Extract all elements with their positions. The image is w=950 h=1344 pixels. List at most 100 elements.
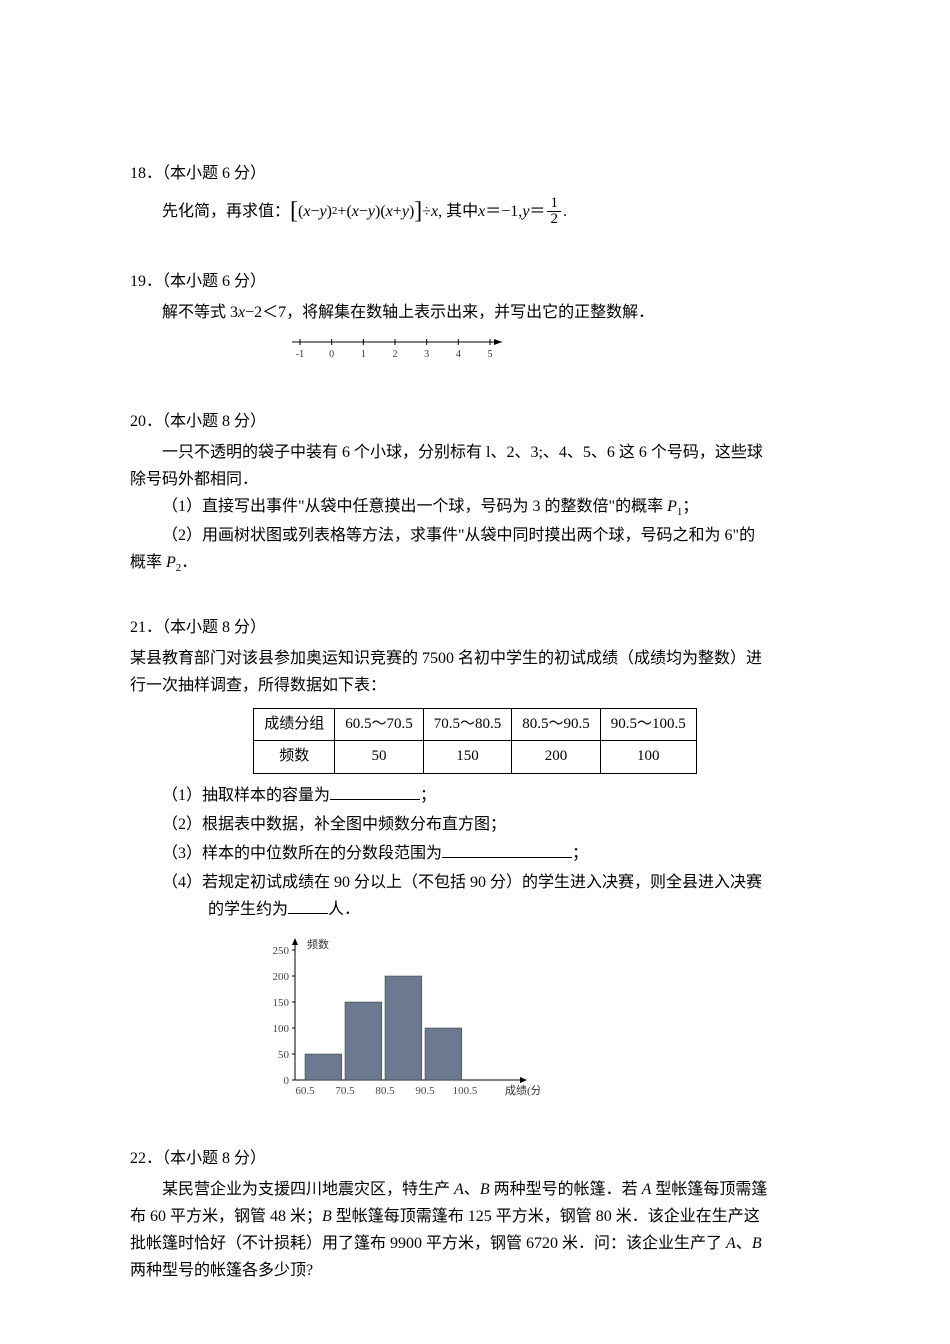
svg-text:70.5: 70.5 bbox=[335, 1085, 355, 1097]
q22-l1c: 、 bbox=[464, 1181, 480, 1198]
q22-l2: 布 60 平方米，钢管 48 米；B 型帐篷每顶需篷布 125 平方米，钢管 8… bbox=[130, 1203, 820, 1230]
q22-l1e: 两种型号的帐篷．若 bbox=[490, 1181, 642, 1198]
th-2: 70.5～80.5 bbox=[423, 708, 512, 741]
x4: x bbox=[431, 198, 438, 225]
q20-sub2b-suffix: ． bbox=[181, 554, 197, 571]
question-21: 21．（本小题 8 分） 某县教育部门对该县参加奥运知识竞赛的 7500 名初中… bbox=[130, 614, 820, 1109]
q21-sub4b-text: 的学生约为 bbox=[208, 901, 288, 918]
histogram-svg: 05010015020025060.570.580.590.5100.5频数成绩… bbox=[250, 930, 540, 1100]
x1: x bbox=[303, 198, 310, 225]
q19-body: 解不等式 3x−2＜7，将解集在数轴上表示出来，并写出它的正整数解． bbox=[130, 299, 820, 326]
th-1: 60.5～70.5 bbox=[335, 708, 424, 741]
q19-header: 19．（本小题 6 分） bbox=[130, 268, 820, 295]
q20-line1: 一只不透明的袋子中装有 6 个小球，分别标有 l、2、3;、4、5、6 这 6 … bbox=[130, 439, 820, 466]
q22-l1g: 型帐篷每顶需篷 bbox=[651, 1181, 767, 1198]
q18-prefix: 先化简，再求值： bbox=[162, 198, 290, 225]
q20-sub2: （2）用画树状图或列表格等方法，求事件"从袋中同时摸出两个球，号码之和为 6"的 bbox=[130, 522, 820, 549]
svg-text:100.5: 100.5 bbox=[453, 1085, 478, 1097]
td-label: 频数 bbox=[254, 741, 335, 774]
plus: + bbox=[337, 198, 346, 225]
x5: x bbox=[478, 198, 485, 225]
table-data-row: 频数 50 150 200 100 bbox=[254, 741, 697, 774]
svg-text:3: 3 bbox=[424, 349, 429, 360]
q20-sub2b: 概率 P2． bbox=[130, 549, 820, 578]
q19-suffix: −2＜7，将解集在数轴上表示出来，并写出它的正整数解． bbox=[245, 304, 654, 321]
y2: y bbox=[368, 198, 375, 225]
q22-l3b: A bbox=[726, 1235, 736, 1252]
q21-header: 21．（本小题 8 分） bbox=[130, 614, 820, 641]
q22-l2a: 布 60 平方米，钢管 48 米； bbox=[130, 1208, 322, 1225]
number-line: -1012345 bbox=[290, 332, 820, 371]
eq2: ＝ bbox=[529, 198, 545, 225]
svg-text:250: 250 bbox=[273, 945, 290, 957]
table-header-row: 成绩分组 60.5～70.5 70.5～80.5 80.5～90.5 90.5～… bbox=[254, 708, 697, 741]
question-18: 18．（本小题 6 分） 先化简，再求值： [ ( x − y ) 2 + ( … bbox=[130, 160, 820, 232]
q21-sub4: （4）若规定初试成绩在 90 分以上（不包括 90 分）的学生进入决赛，则全县进… bbox=[130, 869, 820, 896]
p4: )( bbox=[375, 198, 386, 225]
svg-text:1: 1 bbox=[361, 349, 366, 360]
q20-sub2b-prefix: 概率 bbox=[130, 554, 166, 571]
question-19: 19．（本小题 6 分） 解不等式 3x−2＜7，将解集在数轴上表示出来，并写出… bbox=[130, 268, 820, 372]
q21-line2: 行一次抽样调查，所得数据如下表： bbox=[130, 672, 820, 699]
period: . bbox=[563, 198, 567, 225]
blank-2 bbox=[442, 842, 572, 858]
th-3: 80.5～90.5 bbox=[512, 708, 601, 741]
q22-l3d: B bbox=[752, 1235, 762, 1252]
q22-l4: 两种型号的帐篷各多少顶? bbox=[130, 1257, 820, 1284]
plus2: + bbox=[393, 198, 402, 225]
svg-text:80.5: 80.5 bbox=[375, 1085, 395, 1097]
td-0: 50 bbox=[335, 741, 424, 774]
blank-3 bbox=[288, 898, 328, 914]
question-20: 20．（本小题 8 分） 一只不透明的袋子中装有 6 个小球，分别标有 l、2、… bbox=[130, 408, 820, 579]
svg-text:2: 2 bbox=[393, 349, 398, 360]
q21-sub4b: 的学生约为 人． bbox=[130, 896, 820, 923]
x3: x bbox=[386, 198, 393, 225]
svg-text:60.5: 60.5 bbox=[295, 1085, 315, 1097]
svg-text:0: 0 bbox=[284, 1075, 290, 1087]
lbracket: [ bbox=[290, 191, 298, 232]
q20-line2: 除号码外都相同． bbox=[130, 466, 820, 493]
q20-header: 20．（本小题 8 分） bbox=[130, 408, 820, 435]
q21-sub3: （3）样本的中位数所在的分数段范围为； bbox=[130, 840, 820, 867]
svg-text:成绩(分): 成绩(分) bbox=[505, 1084, 540, 1097]
td-3: 100 bbox=[600, 741, 696, 774]
frac-num: 1 bbox=[547, 196, 561, 212]
q21-sub2: （2）根据表中数据，补全图中频数分布直方图； bbox=[130, 811, 820, 838]
th-4: 90.5～100.5 bbox=[600, 708, 696, 741]
y1: y bbox=[319, 198, 326, 225]
q18-header: 18．（本小题 6 分） bbox=[130, 160, 820, 187]
svg-text:5: 5 bbox=[488, 349, 493, 360]
th-0: 成绩分组 bbox=[254, 708, 335, 741]
blank-1 bbox=[330, 784, 420, 800]
q21-sub4b-suffix: 人． bbox=[328, 901, 360, 918]
question-22: 22．（本小题 8 分） 某民营企业为支援四川地震灾区，特生产 A、B 两种型号… bbox=[130, 1145, 820, 1285]
y3: y bbox=[402, 198, 409, 225]
q21-sub1-suffix: ； bbox=[420, 787, 436, 804]
q22-l1: 某民营企业为支援四川地震灾区，特生产 A、B 两种型号的帐篷．若 A 型帐篷每顶… bbox=[130, 1176, 820, 1203]
q22-l1d: B bbox=[480, 1181, 490, 1198]
svg-text:200: 200 bbox=[273, 971, 290, 983]
q20-sub1: （1）直接写出事件"从袋中任意摸出一个球，号码为 3 的整数倍"的概率 P1； bbox=[130, 493, 820, 522]
svg-text:150: 150 bbox=[273, 997, 290, 1009]
q21-sub3-suffix: ； bbox=[572, 845, 588, 862]
histogram: 05010015020025060.570.580.590.5100.5频数成绩… bbox=[250, 930, 820, 1109]
td-1: 150 bbox=[423, 741, 512, 774]
q20-sub1-suffix: ； bbox=[682, 498, 698, 515]
svg-text:4: 4 bbox=[456, 349, 461, 360]
td-2: 200 bbox=[512, 741, 601, 774]
q22-l3: 批帐篷时恰好（不计损耗）用了篷布 9900 平方米，钢管 6720 米．问：该企… bbox=[130, 1230, 820, 1257]
q22-header: 22．（本小题 8 分） bbox=[130, 1145, 820, 1172]
eq1: ＝−1, bbox=[485, 198, 522, 225]
svg-text:-1: -1 bbox=[296, 349, 304, 360]
rbracket: ] bbox=[414, 191, 422, 232]
q22-l2c: 型帐篷每顶需篷布 125 平方米，钢管 80 米．该企业在生产这 bbox=[332, 1208, 760, 1225]
fraction-half: 1 2 bbox=[547, 196, 561, 227]
svg-text:90.5: 90.5 bbox=[415, 1085, 435, 1097]
x2: x bbox=[352, 198, 359, 225]
q21-sub1-text: （1）抽取样本的容量为 bbox=[162, 787, 330, 804]
q22-l1f: A bbox=[642, 1181, 652, 1198]
q22-l2b: B bbox=[322, 1208, 332, 1225]
q21-sub1: （1）抽取样本的容量为 ； bbox=[130, 782, 820, 809]
y4: y bbox=[522, 198, 529, 225]
q19-prefix: 解不等式 3 bbox=[162, 304, 238, 321]
